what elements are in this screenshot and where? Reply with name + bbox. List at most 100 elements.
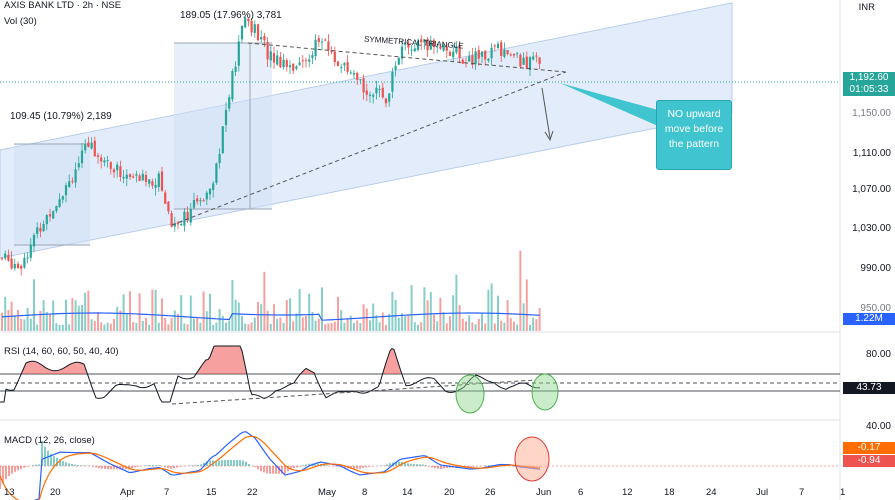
macd-hist-bar xyxy=(23,466,25,468)
volume-bar xyxy=(513,321,515,331)
candle-body xyxy=(260,36,263,40)
macd-hist-bar xyxy=(110,466,112,470)
macd-hist-bar xyxy=(74,464,76,466)
macd-hist-bar xyxy=(11,466,13,474)
volume-bar xyxy=(458,305,461,331)
candle-body xyxy=(512,53,516,56)
macd-hist-bar xyxy=(302,465,304,466)
volume-bar xyxy=(84,292,87,331)
volume-bar xyxy=(218,309,221,331)
volume-bar xyxy=(135,322,138,331)
macd-hist-bar xyxy=(326,465,328,466)
callout-pointer xyxy=(560,83,658,126)
macd-hist-bar xyxy=(239,460,241,466)
candle-body xyxy=(23,257,26,268)
time-tick: 7 xyxy=(799,487,805,498)
rsi-value-badge: 43.73 xyxy=(843,382,895,394)
volume-bar xyxy=(45,311,48,331)
volume-bar xyxy=(388,313,391,331)
volume-bar xyxy=(455,274,458,331)
triangle-upper-line xyxy=(247,42,567,73)
candle-body xyxy=(400,46,404,59)
volume-bar xyxy=(305,315,307,331)
macd-hist-bar xyxy=(356,466,358,469)
macd-hist-bar xyxy=(164,466,166,468)
currency-label[interactable]: INR xyxy=(858,2,875,13)
volume-bar xyxy=(170,317,173,331)
candle-body xyxy=(397,57,400,65)
volume-bar xyxy=(177,314,179,331)
volume-bar xyxy=(263,271,266,331)
candle-body xyxy=(237,41,240,66)
symbol-title: AXIS BANK LTD · 2h · NSE xyxy=(4,0,122,11)
volume-bar xyxy=(429,291,432,331)
volume-bar xyxy=(231,280,234,331)
volume-ma-line xyxy=(1,312,540,321)
candle-body xyxy=(525,56,528,69)
volume-bar xyxy=(404,316,407,331)
candle-body xyxy=(244,18,247,28)
macd-hist-bar xyxy=(149,465,151,466)
volume-bar xyxy=(109,323,112,331)
volume-bar xyxy=(116,306,119,331)
volume-bar xyxy=(375,315,378,331)
candle-body xyxy=(378,88,381,90)
volume-bar xyxy=(493,323,496,331)
volume-bar xyxy=(157,322,160,331)
candle-body xyxy=(45,215,48,225)
macd-hist-bar xyxy=(431,466,433,468)
macd-hist-bar xyxy=(95,466,97,468)
candle-body xyxy=(391,71,394,92)
candle-body xyxy=(144,174,148,182)
candle-body xyxy=(125,174,128,179)
candle-body xyxy=(484,50,487,60)
candle-body xyxy=(269,51,272,61)
candle-body xyxy=(471,55,474,65)
volume-bar xyxy=(49,314,51,331)
volume-bar xyxy=(439,297,442,331)
macd-histogram xyxy=(0,441,541,490)
rsi-axis-tick: 80.00 xyxy=(865,349,891,360)
candle-body xyxy=(452,51,455,58)
volume-bar xyxy=(103,324,106,331)
candle-body xyxy=(308,59,311,62)
volume-bar xyxy=(381,312,384,331)
volume-bar xyxy=(445,323,448,331)
rsi-title: RSI (14, 60, 60, 50, 40, 40) xyxy=(4,346,119,357)
macd-hist-bar xyxy=(386,464,388,466)
macd-hist-bar xyxy=(2,466,4,484)
candle-body xyxy=(381,87,384,98)
candle-body xyxy=(490,47,493,59)
volume-bar xyxy=(26,307,29,331)
volume-bar xyxy=(516,324,519,331)
candle-body xyxy=(436,46,439,48)
macd-hist-bar xyxy=(290,466,292,470)
macd-hist-bar xyxy=(47,450,49,466)
volume-bar xyxy=(397,317,400,331)
candle-body xyxy=(375,87,378,94)
macd-hist-bar xyxy=(359,466,361,469)
candle-body xyxy=(173,223,176,227)
volume-bar xyxy=(202,291,205,331)
candle-body xyxy=(228,97,231,109)
volume-badge: 1.22M xyxy=(843,313,895,325)
macd-hist-bar xyxy=(434,466,436,469)
macd-hist-bar xyxy=(419,464,421,466)
time-tick: 6 xyxy=(578,487,584,498)
candle-body xyxy=(480,51,484,57)
volume-bar xyxy=(132,322,135,331)
volume-bar xyxy=(61,324,64,331)
volume-bar xyxy=(301,317,304,331)
price-tick: 1,110.00 xyxy=(852,148,891,159)
volume-bar xyxy=(484,323,487,331)
macd-hist-bar xyxy=(446,466,448,469)
volume-bar xyxy=(519,250,522,331)
candle-body xyxy=(29,244,32,258)
candle-body xyxy=(384,98,388,104)
macd-hist-bar xyxy=(14,466,16,472)
candle-body xyxy=(333,51,336,63)
volume-bar xyxy=(52,300,55,331)
macd-hist-bar xyxy=(62,460,64,466)
macd-hist-bar xyxy=(194,465,196,466)
